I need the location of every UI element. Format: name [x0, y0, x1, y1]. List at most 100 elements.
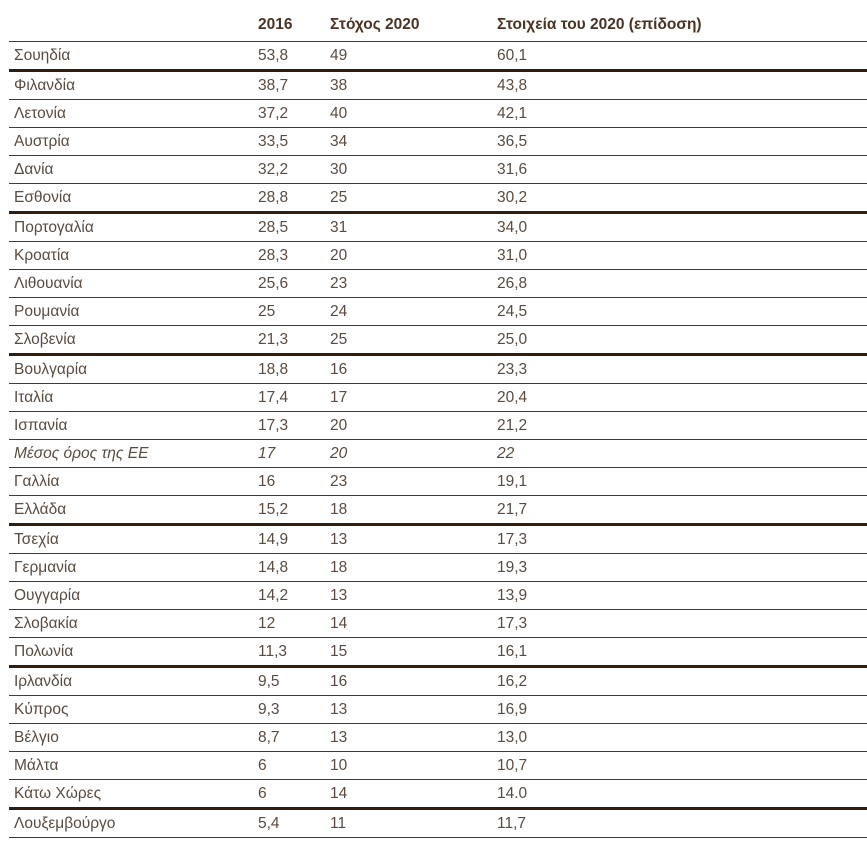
table-row: Ιταλία 17,4 17 20,4	[9, 383, 867, 412]
country-cell: Γαλλία	[9, 467, 258, 496]
table-row: Βέλγιο 8,7 13 13,0	[9, 723, 867, 752]
table-row: Ελλάδα 15,2 18 21,7	[9, 495, 867, 526]
value-2016-cell: 6	[258, 779, 330, 810]
value-2016-cell: 14,8	[258, 553, 330, 582]
performance-2020-cell: 26,8	[497, 269, 867, 298]
country-cell: Εσθονία	[9, 183, 258, 214]
target-2020-cell: 17	[330, 383, 497, 412]
table-row: Σλοβενία 21,3 25 25,0	[9, 325, 867, 356]
target-2020-cell: 14	[330, 779, 497, 810]
country-cell: Λετονία	[9, 99, 258, 128]
country-cell: Κάτω Χώρες	[9, 779, 258, 810]
performance-2020-cell: 19,1	[497, 467, 867, 496]
table-row: Λουξεμβούργο 5,4 11 11,7	[9, 808, 867, 838]
target-2020-cell: 30	[330, 155, 497, 184]
table-row: Μέσος όρος της ΕΕ 17 20 22	[9, 439, 867, 468]
value-2016-cell: 25	[258, 297, 330, 326]
table-row: Σουηδία 53,8 49 60,1	[9, 41, 867, 72]
table-row: Σλοβακία 12 14 17,3	[9, 609, 867, 638]
country-cell: Πορτογαλία	[9, 212, 258, 242]
target-2020-cell: 25	[330, 183, 497, 214]
performance-2020-cell: 20,4	[497, 383, 867, 412]
table-row: Ισπανία 17,3 20 21,2	[9, 411, 867, 440]
table-body: Σουηδία 53,8 49 60,1 Φιλανδία 38,7 38 43,8 Λετον…	[9, 41, 867, 838]
target-2020-cell: 13	[330, 695, 497, 724]
value-2016-cell: 17,4	[258, 383, 330, 412]
target-2020-cell: 24	[330, 297, 497, 326]
target-2020-cell: 38	[330, 70, 497, 100]
renewables-table: 2016 Στόχος 2020 Στοιχεία του 2020 (επίδ…	[9, 8, 867, 838]
performance-2020-cell: 22	[497, 439, 867, 468]
target-2020-cell: 13	[330, 524, 497, 554]
value-2016-cell: 37,2	[258, 99, 330, 128]
header-target-2020: Στόχος 2020	[330, 8, 497, 42]
performance-2020-cell: 25,0	[497, 325, 867, 356]
country-cell: Σλοβενία	[9, 325, 258, 356]
country-cell: Ελλάδα	[9, 495, 258, 526]
table-row: Γαλλία 16 23 19,1	[9, 467, 867, 496]
performance-2020-cell: 21,7	[497, 495, 867, 526]
value-2016-cell: 25,6	[258, 269, 330, 298]
target-2020-cell: 16	[330, 666, 497, 696]
table-row: Βουλγαρία 18,8 16 23,3	[9, 354, 867, 384]
table-row: Πολωνία 11,3 15 16,1	[9, 637, 867, 668]
performance-2020-cell: 13,0	[497, 723, 867, 752]
country-cell: Ρουμανία	[9, 297, 258, 326]
country-cell: Δανία	[9, 155, 258, 184]
country-cell: Σλοβακία	[9, 609, 258, 638]
table-row: Δανία 32,2 30 31,6	[9, 155, 867, 184]
target-2020-cell: 23	[330, 467, 497, 496]
table-row: Μάλτα 6 10 10,7	[9, 751, 867, 780]
country-cell: Κροατία	[9, 241, 258, 270]
value-2016-cell: 17,3	[258, 411, 330, 440]
value-2016-cell: 14,9	[258, 524, 330, 554]
performance-2020-cell: 24,5	[497, 297, 867, 326]
table-row: Τσεχία 14,9 13 17,3	[9, 524, 867, 554]
performance-2020-cell: 16,1	[497, 637, 867, 668]
country-cell: Λουξεμβούργο	[9, 808, 258, 838]
target-2020-cell: 18	[330, 495, 497, 526]
country-cell: Φιλανδία	[9, 70, 258, 100]
table-row: Ουγγαρία 14,2 13 13,9	[9, 581, 867, 610]
performance-2020-cell: 17,3	[497, 524, 867, 554]
value-2016-cell: 32,2	[258, 155, 330, 184]
value-2016-cell: 9,5	[258, 666, 330, 696]
country-cell: Κύπρος	[9, 695, 258, 724]
value-2016-cell: 53,8	[258, 41, 330, 72]
country-cell: Ιρλανδία	[9, 666, 258, 696]
performance-2020-cell: 34,0	[497, 212, 867, 242]
target-2020-cell: 20	[330, 241, 497, 270]
country-cell: Γερμανία	[9, 553, 258, 582]
target-2020-cell: 16	[330, 354, 497, 384]
table-row: Εσθονία 28,8 25 30,2	[9, 183, 867, 214]
value-2016-cell: 38,7	[258, 70, 330, 100]
value-2016-cell: 9,3	[258, 695, 330, 724]
performance-2020-cell: 11,7	[497, 808, 867, 838]
target-2020-cell: 49	[330, 41, 497, 72]
country-cell: Σουηδία	[9, 41, 258, 72]
country-cell: Βουλγαρία	[9, 354, 258, 384]
value-2016-cell: 16	[258, 467, 330, 496]
performance-2020-cell: 23,3	[497, 354, 867, 384]
value-2016-cell: 17	[258, 439, 330, 468]
target-2020-cell: 18	[330, 553, 497, 582]
table-row: Λιθουανία 25,6 23 26,8	[9, 269, 867, 298]
table-row: Ιρλανδία 9,5 16 16,2	[9, 666, 867, 696]
value-2016-cell: 33,5	[258, 127, 330, 156]
table-row: Κροατία 28,3 20 31,0	[9, 241, 867, 270]
table-row: Αυστρία 33,5 34 36,5	[9, 127, 867, 156]
value-2016-cell: 21,3	[258, 325, 330, 356]
value-2016-cell: 6	[258, 751, 330, 780]
performance-2020-cell: 19,3	[497, 553, 867, 582]
target-2020-cell: 31	[330, 212, 497, 242]
performance-2020-cell: 60,1	[497, 41, 867, 72]
country-cell: Ουγγαρία	[9, 581, 258, 610]
country-cell: Βέλγιο	[9, 723, 258, 752]
value-2016-cell: 14,2	[258, 581, 330, 610]
value-2016-cell: 15,2	[258, 495, 330, 526]
header-2016: 2016	[258, 8, 330, 42]
performance-2020-cell: 16,9	[497, 695, 867, 724]
country-cell: Μάλτα	[9, 751, 258, 780]
performance-2020-cell: 43,8	[497, 70, 867, 100]
